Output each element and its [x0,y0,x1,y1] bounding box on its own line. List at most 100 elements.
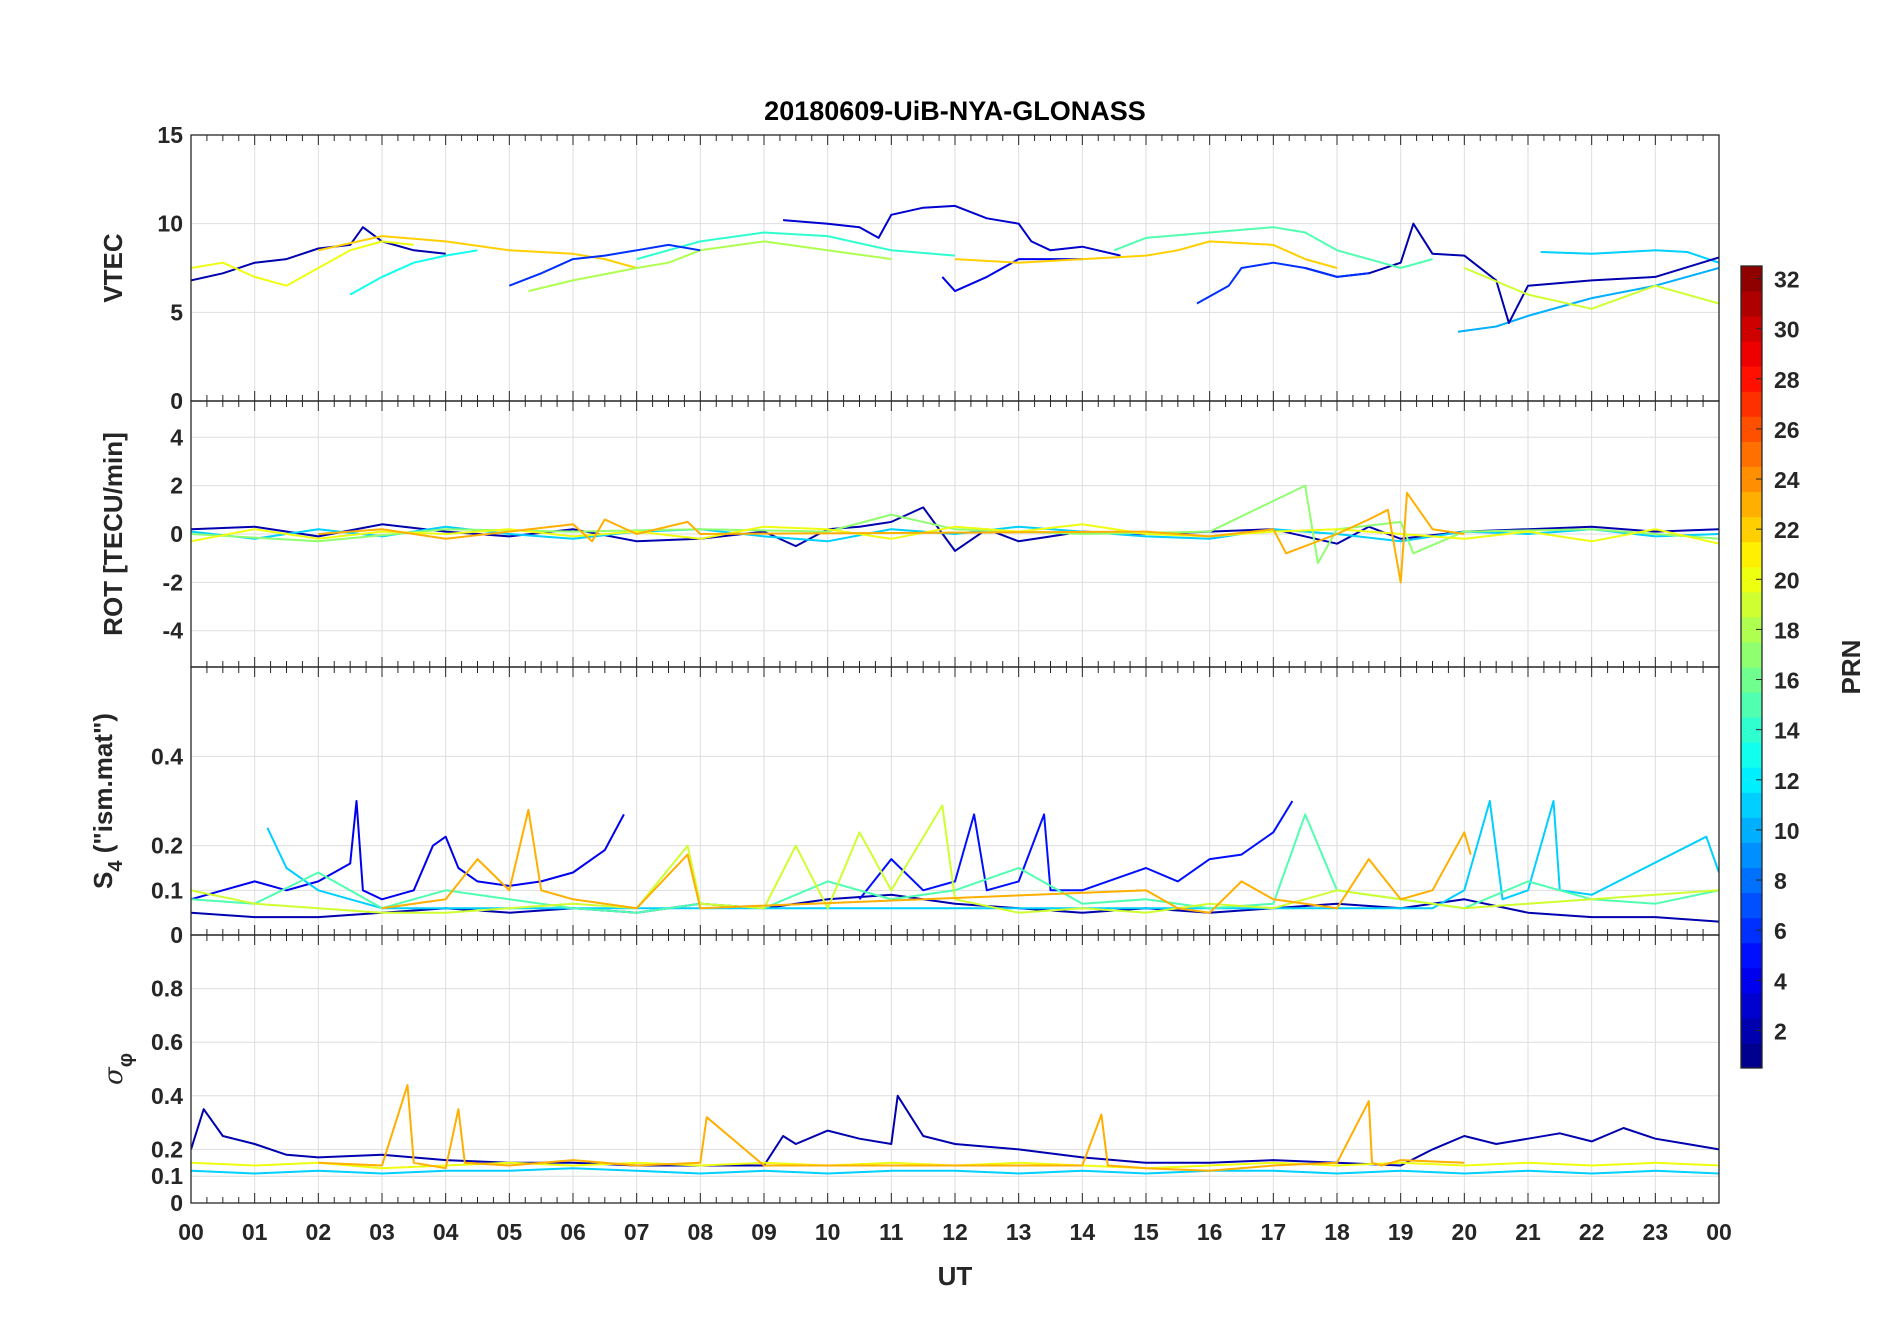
colorbar-tick-label: 12 [1774,768,1800,794]
series-prn-4 [941,258,1083,293]
y-label-main: σ [99,1066,129,1085]
colorbar-segment [1741,867,1762,894]
panel-sigma_phi: 00.10.2 0.4 0.6 0.8 σφ [99,934,1720,1216]
y-axis-label: VTEC [98,233,128,303]
colorbar-label: PRN [1836,640,1866,695]
y-axis-label: S4 ("ism.mat") [88,713,127,889]
x-tick-label: 22 [1579,1219,1605,1245]
y-tick-label: 0 [170,388,183,414]
series-prn-2 [191,1094,1719,1167]
series-prn-22 [318,235,637,269]
y-tick-label: 15 [157,122,183,148]
colorbar-tick-label: 18 [1774,617,1800,643]
series-prn-22 [954,240,1338,269]
x-tick-label: 21 [1515,1219,1541,1245]
x-tick-label: 11 [879,1219,904,1245]
y-tick-label: -2 [163,569,183,595]
series-prn-18 [528,240,892,293]
x-tick-label: 16 [1197,1219,1223,1245]
y-tick-label: 0 [170,922,183,948]
series-prn-11 [266,800,1719,910]
x-tick-label: 09 [751,1219,777,1245]
x-tick-label: 05 [497,1219,523,1245]
series-prn-15 [1113,226,1433,269]
x-tick-label: 15 [1133,1219,1159,1245]
series-group [191,484,1719,584]
x-tick-label: 13 [1006,1219,1032,1245]
series-prn-10 [1457,267,1719,333]
colorbar-tick-label: 26 [1774,417,1800,443]
chart-title: 20180609-UiB-NYA-GLONASS [764,96,1146,126]
colorbar-tick-label: 4 [1774,968,1787,994]
colorbar-tick-label: 20 [1774,567,1800,593]
series-prn-11 [191,1167,1719,1175]
x-tick-label: 01 [242,1219,268,1245]
series-prn-11 [1540,249,1719,264]
colorbar-tick-label: 32 [1774,267,1800,293]
colorbar-segment [1741,266,1762,292]
axes-frame [190,934,1720,1204]
x-tick-label: 04 [433,1219,459,1245]
series-prn-23 [318,491,1465,584]
panel-rot: -4 -2 0 2 4 ROT [TECU/min] [98,400,1720,668]
y-axis-label: σφ [99,1053,137,1085]
colorbar-tick-label: 22 [1774,517,1800,543]
colorbar-segment [1741,667,1762,693]
x-tick-label: 20 [1452,1219,1478,1245]
colorbar-segment [1741,466,1762,493]
colorbar-segment [1741,892,1762,919]
x-tick-label: 07 [624,1219,650,1245]
colorbar-segment [1741,291,1762,317]
series-prn-23 [318,1084,1465,1172]
x-tick-label: 00 [178,1219,204,1245]
colorbar-segment [1741,917,1762,944]
y-tick-label: 5 [170,299,183,325]
panel-s4: 0 0.1 0.2 0.4 S4 ("ism.mat") [88,666,1720,948]
colorbar-segment [1741,1042,1762,1069]
series-prn-17 [191,484,1719,564]
colorbar-segment [1741,717,1762,743]
y-tick-label: 0.1 [151,877,183,903]
x-tick-label: 12 [942,1219,968,1245]
colorbar-segment [1741,817,1762,843]
y-tick-label: 2 [170,473,183,499]
series-prn-19 [1463,267,1719,310]
colorbar-segment [1741,641,1762,668]
colorbar-tick-label: 8 [1774,868,1787,894]
colorbar-segment [1741,316,1762,342]
x-tick-label: 23 [1643,1219,1669,1245]
y-tick-label: 4 [170,424,183,450]
y-label-sub: φ [115,1053,137,1067]
colorbar-tick-label: 30 [1774,317,1800,343]
colorbar-segment [1741,792,1762,818]
y-tick-label: 0.4 [151,1083,183,1109]
y-label-rest: ("ism.mat") [88,713,118,860]
series-prn-14 [636,231,956,261]
y-tick-label: 0.4 [151,743,183,769]
x-tick-label: 18 [1324,1219,1350,1245]
series-prn-5 [858,800,1294,900]
x-tick-label: 03 [369,1219,395,1245]
colorbar-segment [1741,541,1762,568]
panel-vtec: 0 5 10 15 VTEC [98,122,1720,414]
colorbar-segment [1741,341,1762,367]
x-tick-labels: 00 01 02 03 04 05 06 07 08 09 10 11 12 13 14 15 16 17 18 19… [178,1219,1732,1245]
x-tick-label: 10 [815,1219,841,1245]
series-prn-20 [191,523,1719,545]
x-tick-label: 14 [1070,1219,1096,1245]
colorbar-segment [1741,967,1762,994]
colorbar-segment [1741,842,1762,868]
colorbar-tick-label: 2 [1774,1018,1787,1044]
y-label-main: S [88,872,118,889]
series-group [191,800,1719,923]
colorbar-segment [1741,1017,1762,1044]
colorbar-tick-label: 10 [1774,818,1800,844]
colorbar-segment [1741,591,1762,618]
colorbar-segment [1741,416,1762,442]
x-tick-label: 00 [1706,1219,1732,1245]
series-prn-6 [1196,261,1369,305]
y-tick-label: -4 [163,618,184,644]
